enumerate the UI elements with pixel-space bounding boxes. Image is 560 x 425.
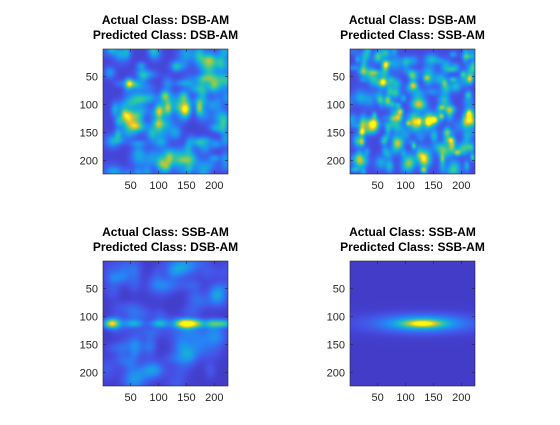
panel-4-ytick-label: 150 (327, 339, 345, 351)
panel-1-ytick-label: 200 (80, 155, 98, 167)
panel-4-ytick-label: 50 (333, 284, 345, 296)
panel-3-ytick-label: 150 (80, 339, 98, 351)
panel-2-xtick-label: 150 (424, 180, 442, 192)
panel-4-ytick-label: 100 (327, 312, 345, 324)
panel-2-ytick-label: 100 (327, 100, 345, 112)
panel-3-title-line-1: Actual Class: SSB-AM (102, 225, 229, 239)
panel-2-title-line-2: Predicted Class: SSB-AM (340, 28, 485, 42)
panel-3-xtick-label: 50 (124, 392, 136, 404)
panel-3-xtick-label: 150 (177, 392, 195, 404)
panel-3-xtick-label: 100 (149, 392, 167, 404)
panel-2-xtick-label: 100 (396, 180, 414, 192)
panel-3-title-line-2: Predicted Class: DSB-AM (93, 240, 238, 254)
panel-2-heatmap-image (350, 49, 475, 174)
panel-3-xtick-label: 200 (205, 392, 223, 404)
panel-1-ytick-label: 50 (86, 72, 98, 84)
panel-1-title-line-1: Actual Class: DSB-AM (102, 13, 229, 27)
panel-3-heatmap-image (103, 261, 228, 386)
panel-1-heatmap-image (103, 49, 228, 174)
panel-4-axes-box (349, 260, 476, 387)
panel-4-title-line-2: Predicted Class: SSB-AM (340, 240, 485, 254)
panel-1-title-line-2: Predicted Class: DSB-AM (93, 28, 238, 42)
panel-1-xtick-label: 200 (205, 180, 223, 192)
panel-1-ytick-label: 100 (80, 100, 98, 112)
panel-4-xtick-label: 100 (396, 392, 414, 404)
panel-4-title-line-1: Actual Class: SSB-AM (349, 225, 476, 239)
panel-3-ytick-label: 50 (86, 284, 98, 296)
panel-4-xtick-label: 200 (452, 392, 470, 404)
panel-2-ytick-label: 200 (327, 155, 345, 167)
panel-2-title-line-1: Actual Class: DSB-AM (349, 13, 476, 27)
panel-1-xtick-label: 50 (124, 180, 136, 192)
panel-4-ytick-label: 200 (327, 367, 345, 379)
panel-2-xtick-label: 200 (452, 180, 470, 192)
panel-3-ytick-label: 100 (80, 312, 98, 324)
panel-4-xtick-label: 150 (424, 392, 442, 404)
panel-2-ytick-label: 50 (333, 72, 345, 84)
panel-1-ytick-label: 150 (80, 127, 98, 139)
panel-4-heatmap-image (350, 261, 475, 386)
panel-3-axes-box (102, 260, 229, 387)
panel-4-xtick-label: 50 (371, 392, 383, 404)
panel-3-ytick-label: 200 (80, 367, 98, 379)
panel-1-xtick-label: 100 (149, 180, 167, 192)
panel-1-axes-box (102, 48, 229, 175)
panel-2-ytick-label: 150 (327, 127, 345, 139)
panel-2-xtick-label: 50 (371, 180, 383, 192)
panel-2-axes-box (349, 48, 476, 175)
panel-1-xtick-label: 150 (177, 180, 195, 192)
